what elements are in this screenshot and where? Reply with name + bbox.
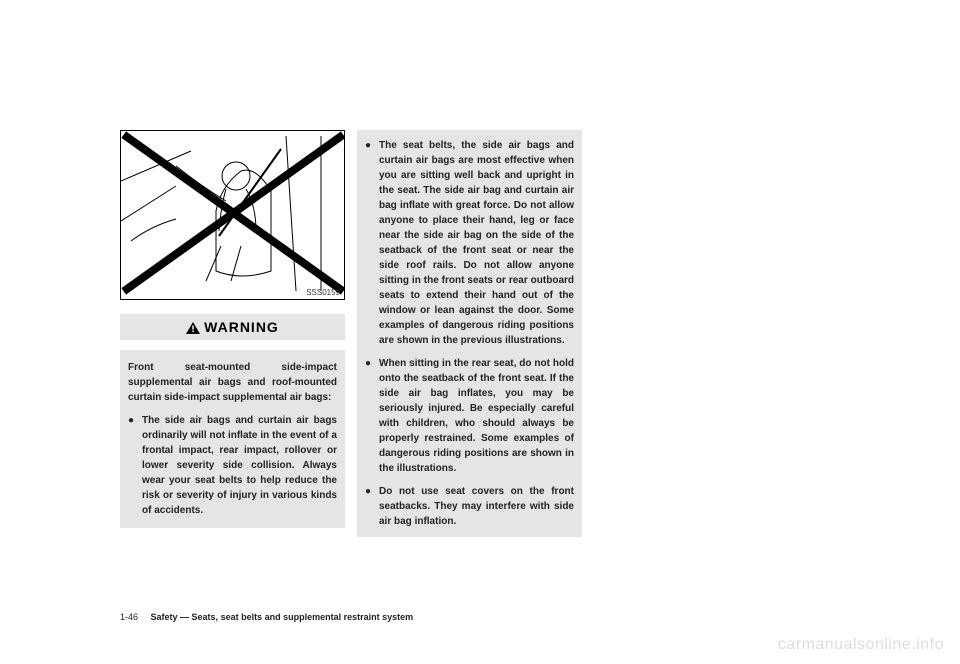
warning-bullet: ● When sitting in the rear seat, do not … xyxy=(365,356,574,476)
figure-label: SSS0159 xyxy=(306,288,340,297)
right-column: ● The seat belts, the side air bags and … xyxy=(357,130,582,537)
bullet-icon: ● xyxy=(365,484,379,529)
section-title: Safety — Seats, seat belts and supplemen… xyxy=(151,612,414,622)
illustration-figure: SSS0159 xyxy=(120,130,345,300)
warning-body-left: Front seat-mounted side-impact supplemen… xyxy=(120,350,345,528)
bullet-text: The side air bags and curtain air bags o… xyxy=(142,413,337,518)
bullet-text: When sitting in the rear seat, do not ho… xyxy=(379,356,574,476)
warning-header: WARNING xyxy=(120,314,345,340)
bullet-icon: ● xyxy=(365,138,379,348)
warning-header-text: WARNING xyxy=(204,319,279,335)
warning-icon xyxy=(186,322,200,334)
warning-intro: Front seat-mounted side-impact supplemen… xyxy=(128,360,337,405)
page-footer: 1-46 Safety — Seats, seat belts and supp… xyxy=(120,612,413,622)
left-column: SSS0159 WARNING Front seat-mounted side-… xyxy=(120,130,345,537)
illustration-svg xyxy=(121,131,345,300)
bullet-icon: ● xyxy=(365,356,379,476)
bullet-text: The seat belts, the side air bags and cu… xyxy=(379,138,574,348)
warning-body-right: ● The seat belts, the side air bags and … xyxy=(357,130,582,537)
page-number: 1-46 xyxy=(120,612,138,622)
warning-bullet: ● The side air bags and curtain air bags… xyxy=(128,413,337,518)
page-content: SSS0159 WARNING Front seat-mounted side-… xyxy=(120,130,840,537)
bullet-icon: ● xyxy=(128,413,142,518)
watermark: carmanualsonline.info xyxy=(778,636,944,654)
warning-bullet: ● Do not use seat covers on the front se… xyxy=(365,484,574,529)
warning-bullet: ● The seat belts, the side air bags and … xyxy=(365,138,574,348)
bullet-text: Do not use seat covers on the front seat… xyxy=(379,484,574,529)
